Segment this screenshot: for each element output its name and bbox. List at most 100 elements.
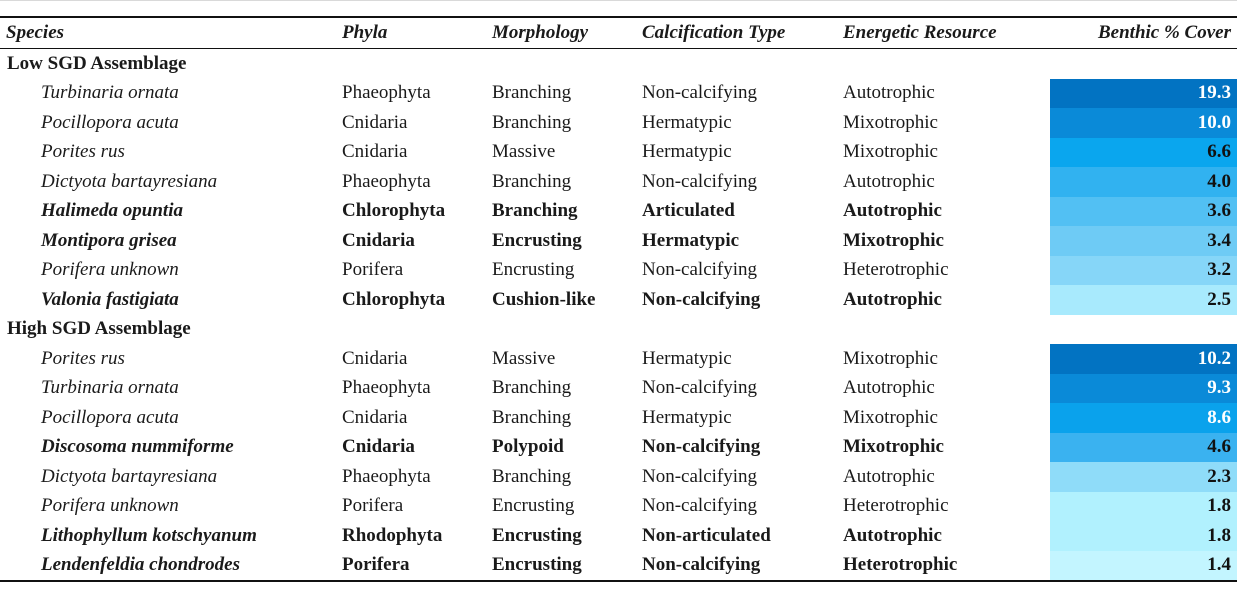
calcification-cell: Non-calcifying (642, 259, 758, 281)
energetic-resource-cell: Heterotrophic (843, 554, 958, 576)
morphology-cell: Branching (492, 82, 572, 104)
benthic-cover-cell: 10.2 (1050, 344, 1237, 374)
table-row: Discosoma nummiforme Cnidaria Polypoid Non-… (0, 432, 1237, 462)
table-row: Porites rus Cnidaria Massive Hermatypic Mixo… (0, 344, 1237, 374)
calcification-cell: Hermatypic (642, 406, 732, 428)
calcification-cell: Non-calcifying (642, 465, 758, 487)
morphology-cell: Encrusting (492, 524, 582, 546)
table-row: Lendenfeldia chondrodes Porifera Encrustin… (0, 550, 1237, 581)
energetic-resource-cell: Mixotrophic (843, 347, 938, 369)
morphology-cell: Branching (492, 406, 572, 428)
phyla-cell: Phaeophyta (342, 82, 431, 104)
header-species: Species (6, 22, 65, 43)
species-cell: Turbinaria ornata (41, 377, 179, 399)
phyla-cell: Cnidaria (342, 436, 415, 458)
benthic-cover-cell: 3.2 (1050, 255, 1237, 285)
table-row: Porifera unknown Porifera Encrusting Non-ca… (0, 255, 1237, 285)
benthic-cover-cell: 9.3 (1050, 373, 1237, 403)
phyla-cell: Porifera (342, 259, 404, 281)
calcification-cell: Non-calcifying (642, 554, 761, 576)
morphology-cell: Branching (492, 111, 572, 133)
species-cell: Porifera unknown (41, 259, 179, 281)
energetic-resource-cell: Autotrophic (843, 200, 942, 222)
morphology-cell: Encrusting (492, 554, 582, 576)
phyla-cell: Cnidaria (342, 347, 408, 369)
calcification-cell: Articulated (642, 200, 735, 222)
table-header: Species Phyla Morphology Calcification T… (0, 17, 1237, 49)
group-label: High SGD Assemblage (7, 318, 191, 340)
calcification-cell: Hermatypic (642, 141, 732, 163)
energetic-resource-cell: Autotrophic (843, 170, 935, 192)
phyla-cell: Chlorophyta (342, 288, 446, 310)
calcification-cell: Hermatypic (642, 347, 732, 369)
calcification-cell: Hermatypic (642, 111, 732, 133)
species-cell: Pocillopora acuta (41, 111, 179, 133)
phyla-cell: Porifera (342, 554, 410, 576)
benthic-cover-cell: 6.6 (1050, 137, 1237, 167)
table-row: Lithophyllum kotschyanum Rhodophyta Encrus… (0, 521, 1237, 551)
species-cell: Porifera unknown (41, 495, 179, 517)
benthic-cover-cell: 4.6 (1050, 432, 1237, 462)
table-row: Dictyota bartayresiana Phaeophyta Branchin… (0, 462, 1237, 492)
table-row: Porites rus Cnidaria Massive Hermatypic Mixo… (0, 137, 1237, 167)
calcification-cell: Non-calcifying (642, 495, 758, 517)
species-cell: Lithophyllum kotschyanum (41, 524, 257, 546)
energetic-resource-cell: Mixotrophic (843, 141, 938, 163)
morphology-cell: Branching (492, 377, 572, 399)
calcification-cell: Non-calcifying (642, 288, 761, 310)
energetic-resource-cell: Mixotrophic (843, 436, 944, 458)
energetic-resource-cell: Mixotrophic (843, 229, 944, 251)
energetic-resource-cell: Mixotrophic (843, 111, 938, 133)
benthic-cover-cell: 2.3 (1050, 462, 1237, 492)
benthic-cover-cell: 10.0 (1050, 108, 1237, 138)
calcification-cell: Hermatypic (642, 229, 740, 251)
phyla-cell: Chlorophyta (342, 200, 446, 222)
header-phyla: Phyla (342, 22, 388, 43)
phyla-cell: Phaeophyta (342, 377, 431, 399)
benthic-cover-cell: 8.6 (1050, 403, 1237, 433)
species-cell: Valonia fastigiata (41, 288, 179, 310)
energetic-resource-cell: Autotrophic (843, 377, 935, 399)
group-label: Low SGD Assemblage (7, 52, 187, 74)
header-calcification-type: Calcification Type (642, 22, 786, 43)
benthic-cover-cell: 2.5 (1050, 285, 1237, 315)
energetic-resource-cell: Autotrophic (843, 288, 942, 310)
species-cell: Montipora grisea (41, 229, 177, 251)
benthic-cover-cell: 3.6 (1050, 196, 1237, 226)
energetic-resource-cell: Autotrophic (843, 524, 942, 546)
benthic-cover-cell: 19.3 (1050, 78, 1237, 108)
phyla-cell: Cnidaria (342, 406, 408, 428)
table-body: Low SGD Assemblage Turbinaria ornata Phaeo… (0, 49, 1237, 581)
benthic-cover-cell: 1.8 (1050, 521, 1237, 551)
calcification-cell: Non-calcifying (642, 377, 758, 399)
species-cell: Turbinaria ornata (41, 82, 179, 104)
morphology-cell: Branching (492, 200, 578, 222)
phyla-cell: Cnidaria (342, 111, 408, 133)
energetic-resource-cell: Autotrophic (843, 465, 935, 487)
group-row: Low SGD Assemblage (0, 49, 1237, 79)
table-row: Montipora grisea Cnidaria Encrusting Hermat… (0, 226, 1237, 256)
morphology-cell: Branching (492, 465, 572, 487)
phyla-cell: Porifera (342, 495, 404, 517)
energetic-resource-cell: Heterotrophic (843, 495, 949, 517)
calcification-cell: Non-calcifying (642, 436, 761, 458)
group-row: High SGD Assemblage (0, 315, 1237, 345)
table-row: Dictyota bartayresiana Phaeophyta Branchin… (0, 167, 1237, 197)
morphology-cell: Encrusting (492, 495, 575, 517)
species-cell: Dictyota bartayresiana (41, 170, 218, 192)
morphology-cell: Polypoid (492, 436, 564, 458)
table-row: Pocillopora acuta Cnidaria Branching Hermat… (0, 108, 1237, 138)
benthic-cover-cell: 1.8 (1050, 491, 1237, 521)
phyla-cell: Phaeophyta (342, 170, 431, 192)
morphology-cell: Encrusting (492, 259, 575, 281)
phyla-cell: Cnidaria (342, 141, 408, 163)
benthic-cover-cell: 1.4 (1050, 550, 1237, 581)
species-cell: Dictyota bartayresiana (41, 465, 218, 487)
species-cell: Halimeda opuntia (41, 200, 183, 222)
energetic-resource-cell: Mixotrophic (843, 406, 938, 428)
species-cell: Pocillopora acuta (41, 406, 179, 428)
morphology-cell: Encrusting (492, 229, 582, 251)
species-cell: Porites rus (41, 141, 125, 163)
header-morphology: Morphology (492, 22, 589, 43)
